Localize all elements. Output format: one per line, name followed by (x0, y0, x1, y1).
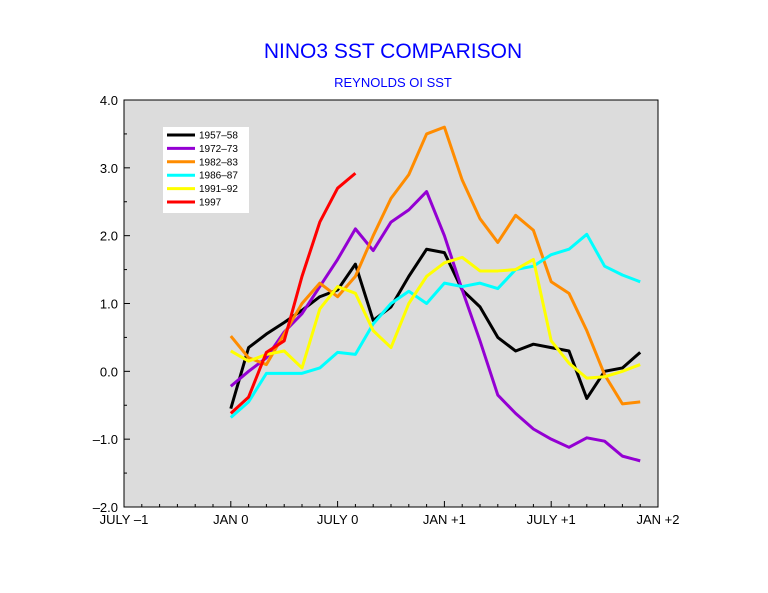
legend-box (163, 127, 249, 213)
series-lines (229, 125, 642, 463)
legend: 1957–58 1972–73 1982–83 1986–87 1991–92 1997 (163, 127, 249, 213)
legend-label-5: 1997 (199, 198, 222, 209)
legend-label-1: 1972–73 (199, 144, 238, 155)
x-tick-label: JAN +2 (637, 512, 680, 527)
legend-label-4: 1991–92 (199, 184, 238, 195)
y-tick-label: –2.0 (93, 500, 118, 515)
series-line-3 (229, 232, 641, 419)
y-axis: 4.0 3.0 2.0 1.0 0.0 –1.0 –2.0 (93, 93, 130, 515)
x-tick-label: JULY 0 (317, 512, 358, 527)
x-tick-label: JULY +1 (527, 512, 576, 527)
series-line-5 (229, 172, 357, 415)
x-tick-label: JULY –1 (100, 512, 149, 527)
x-tick-label: JAN +1 (423, 512, 466, 527)
x-tick-label: JAN 0 (213, 512, 248, 527)
legend-label-3: 1986–87 (199, 171, 238, 182)
chart-subtitle: REYNOLDS OI SST (334, 75, 452, 90)
series-line-2 (229, 125, 641, 406)
series-line-0 (229, 247, 642, 410)
series-line-1 (229, 190, 641, 463)
legend-label-0: 1957–58 (199, 131, 238, 142)
series-line-4 (230, 255, 641, 380)
x-axis: JULY –1 JAN 0 JULY 0 JAN +1 JULY +1 JAN +2 (100, 501, 680, 527)
y-tick-label: 2.0 (100, 229, 118, 244)
y-tick-label: 4.0 (100, 93, 118, 108)
chart-title: NINO3 SST COMPARISON (264, 40, 522, 63)
y-tick-label: 3.0 (100, 161, 118, 176)
legend-label-2: 1982–83 (199, 157, 238, 168)
y-tick-label: 0.0 (100, 364, 118, 379)
y-tick-label: 1.0 (100, 297, 118, 312)
y-tick-label: –1.0 (93, 432, 118, 447)
